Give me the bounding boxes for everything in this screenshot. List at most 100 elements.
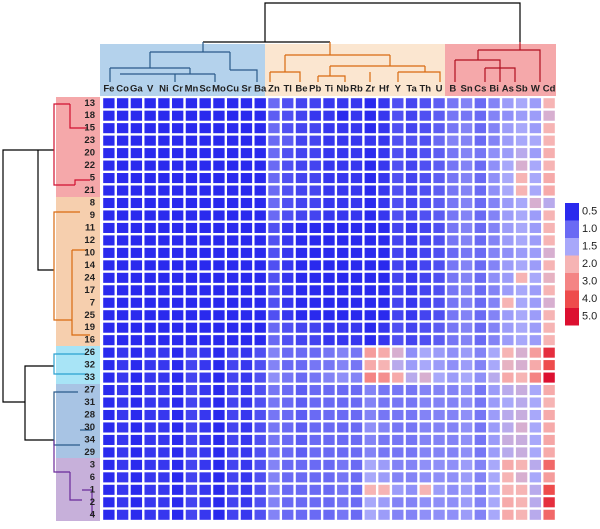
cell bbox=[295, 472, 308, 483]
cell bbox=[460, 272, 473, 283]
cell bbox=[447, 372, 459, 383]
cell bbox=[185, 409, 198, 421]
cell bbox=[240, 385, 253, 396]
cell bbox=[213, 335, 225, 346]
cell bbox=[130, 422, 143, 433]
cell bbox=[392, 434, 404, 445]
cell bbox=[515, 285, 528, 296]
cell bbox=[419, 260, 431, 271]
legend-swatch bbox=[565, 255, 579, 273]
cell bbox=[378, 197, 390, 209]
cell bbox=[103, 434, 115, 445]
cell bbox=[130, 110, 143, 121]
cell bbox=[474, 322, 487, 333]
cell bbox=[130, 247, 143, 258]
cell bbox=[116, 148, 129, 159]
cell bbox=[323, 98, 335, 109]
cell bbox=[543, 110, 555, 121]
cell bbox=[199, 235, 211, 246]
cell bbox=[144, 272, 156, 283]
cell bbox=[240, 434, 253, 445]
cell bbox=[350, 235, 363, 246]
cell bbox=[268, 110, 280, 121]
cell bbox=[282, 148, 294, 159]
cell bbox=[171, 322, 184, 333]
cell bbox=[254, 459, 266, 470]
cell bbox=[337, 222, 349, 233]
cell bbox=[309, 210, 321, 221]
cell bbox=[419, 397, 431, 408]
cell bbox=[433, 347, 445, 358]
legend-label: 3.0 bbox=[582, 276, 597, 288]
cell bbox=[488, 372, 500, 383]
cell bbox=[213, 372, 225, 383]
cell bbox=[227, 135, 239, 146]
cell bbox=[323, 409, 335, 421]
cell bbox=[268, 173, 280, 184]
cell bbox=[323, 222, 335, 233]
cell bbox=[447, 173, 459, 184]
cell bbox=[158, 285, 170, 296]
cell bbox=[199, 160, 211, 171]
cell bbox=[116, 310, 129, 321]
cell bbox=[433, 260, 445, 271]
column-label: Ni bbox=[159, 84, 169, 95]
cell bbox=[529, 459, 542, 470]
cell bbox=[158, 135, 170, 146]
cell bbox=[474, 310, 487, 321]
cell bbox=[171, 197, 184, 209]
cell bbox=[240, 197, 253, 209]
cell bbox=[364, 472, 376, 483]
cell bbox=[103, 472, 115, 483]
cell bbox=[364, 297, 376, 308]
cell bbox=[392, 173, 404, 184]
cell bbox=[502, 222, 514, 233]
cell bbox=[405, 110, 418, 121]
cell bbox=[405, 484, 418, 495]
cell bbox=[240, 173, 253, 184]
cell bbox=[433, 409, 445, 421]
cell bbox=[392, 459, 404, 470]
cell bbox=[268, 422, 280, 433]
cell bbox=[282, 347, 294, 358]
cell bbox=[337, 173, 349, 184]
cell bbox=[460, 360, 473, 371]
cell bbox=[378, 372, 390, 383]
cell bbox=[350, 409, 363, 421]
dendrogram-branch bbox=[454, 42, 541, 82]
cell bbox=[185, 509, 198, 520]
cell bbox=[158, 322, 170, 333]
cell bbox=[419, 434, 431, 445]
cell bbox=[405, 98, 418, 109]
cell bbox=[158, 397, 170, 408]
cell bbox=[460, 160, 473, 171]
row-label: 20 bbox=[84, 148, 95, 159]
row-label: 23 bbox=[84, 135, 95, 146]
cell bbox=[254, 310, 266, 321]
cell bbox=[254, 297, 266, 308]
cell bbox=[364, 197, 376, 209]
row-label: 10 bbox=[84, 247, 95, 258]
cell bbox=[254, 509, 266, 520]
cell bbox=[488, 98, 500, 109]
cell bbox=[350, 247, 363, 258]
cell bbox=[116, 285, 129, 296]
cell bbox=[392, 160, 404, 171]
cell bbox=[350, 173, 363, 184]
cell bbox=[515, 335, 528, 346]
row-label: 6 bbox=[90, 472, 95, 483]
cell bbox=[337, 397, 349, 408]
cell bbox=[282, 372, 294, 383]
cell bbox=[185, 472, 198, 483]
cell bbox=[350, 347, 363, 358]
cell bbox=[240, 260, 253, 271]
legend-label: 1.5 bbox=[582, 241, 597, 253]
row-label: 33 bbox=[84, 372, 95, 383]
cell bbox=[515, 484, 528, 495]
cell bbox=[488, 322, 500, 333]
cell bbox=[515, 123, 528, 134]
cell bbox=[543, 260, 555, 271]
cell bbox=[130, 173, 143, 184]
cell bbox=[158, 297, 170, 308]
cell bbox=[213, 235, 225, 246]
